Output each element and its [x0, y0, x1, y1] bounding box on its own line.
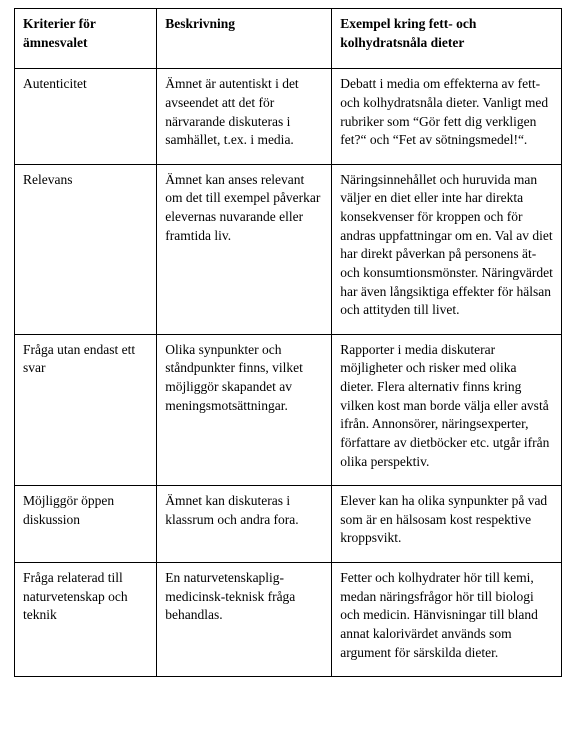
table-row: Relevans Ämnet kan anses relevant om det…	[15, 164, 562, 334]
example-cell: Elever kan ha olika synpunkter på vad so…	[332, 486, 562, 563]
table-row: Autenticitet Ämnet är autentiskt i det a…	[15, 69, 562, 165]
table-row: Fråga relaterad till naturvetenskap och …	[15, 563, 562, 677]
header-row: Kriterier för ämnesvalet Beskrivning Exe…	[15, 9, 562, 69]
description-cell: Ämnet är autentiskt i det avseendet att …	[157, 69, 332, 165]
criteria-cell: Relevans	[15, 164, 157, 334]
example-cell: Fetter och kolhydrater hör till kemi, me…	[332, 563, 562, 677]
criteria-table: Kriterier för ämnesvalet Beskrivning Exe…	[14, 8, 562, 677]
description-cell: Ämnet kan diskuteras i klassrum och andr…	[157, 486, 332, 563]
example-cell: Rapporter i media diskuterar möjligheter…	[332, 334, 562, 485]
description-cell: Ämnet kan anses relevant om det till exe…	[157, 164, 332, 334]
criteria-cell: Fråga relaterad till naturvetenskap och …	[15, 563, 157, 677]
description-cell: En naturvetenskaplig-medicinsk-teknisk f…	[157, 563, 332, 677]
table-row: Möjliggör öppen diskussion Ämnet kan dis…	[15, 486, 562, 563]
example-cell: Näringsinnehållet och huruvida man välje…	[332, 164, 562, 334]
table-row: Fråga utan endast ett svar Olika synpunk…	[15, 334, 562, 485]
description-cell: Olika synpunkter och ståndpunkter finns,…	[157, 334, 332, 485]
example-cell: Debatt i media om effekterna av fett- oc…	[332, 69, 562, 165]
criteria-cell: Möjliggör öppen diskussion	[15, 486, 157, 563]
criteria-cell: Fråga utan endast ett svar	[15, 334, 157, 485]
header-description: Beskrivning	[157, 9, 332, 69]
header-example: Exempel kring fett- och kolhydratsnåla d…	[332, 9, 562, 69]
criteria-cell: Autenticitet	[15, 69, 157, 165]
header-criteria: Kriterier för ämnesvalet	[15, 9, 157, 69]
